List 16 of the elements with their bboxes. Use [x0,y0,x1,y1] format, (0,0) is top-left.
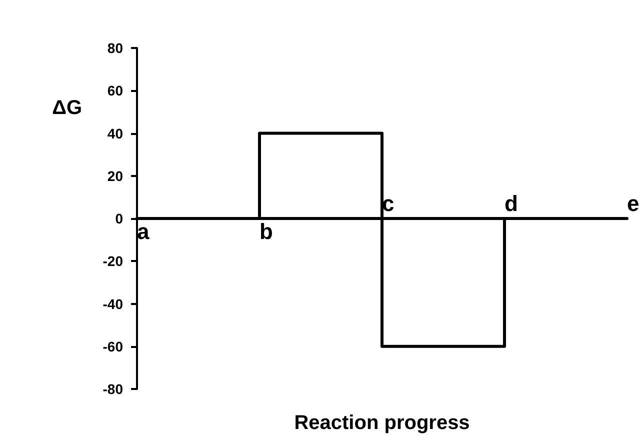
y-axis-title: ΔG [52,97,82,119]
y-tick-label: 40 [107,125,124,142]
x-axis-title: Reaction progress [294,412,470,434]
y-tick-label: 0 [115,210,124,226]
y-tick-label: -60 [102,338,124,354]
y-tick-label: 80 [107,40,124,56]
y-tick-label: 20 [107,168,124,184]
x-tick-label: b [260,219,273,244]
y-tick-label: -40 [102,296,124,312]
x-tick-label: e [627,191,640,216]
x-tick-label: d [504,191,518,216]
y-tick-label: -20 [102,253,124,270]
x-tick-label: a [137,219,150,244]
x-tick-label: c [382,191,394,216]
y-tick-label: -80 [102,381,124,397]
y-tick-label: 60 [107,82,124,99]
